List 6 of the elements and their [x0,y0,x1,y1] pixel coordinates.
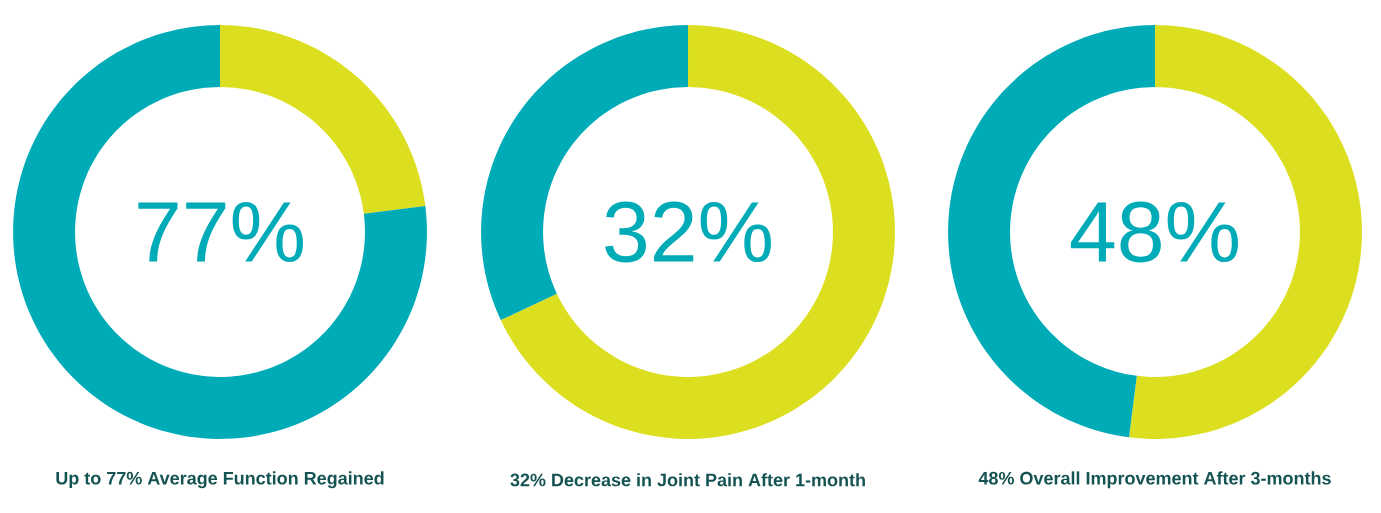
text: Up to 77% Average Function Regained [56,471,384,489]
text: 32% Decrease in Joint Pain After 1-month [510,473,865,487]
text: 32% [605,201,771,263]
text: 77% [138,201,303,263]
text: 48% Overall Improvement After 3-months [978,471,1331,489]
text: 48% [1070,201,1238,263]
